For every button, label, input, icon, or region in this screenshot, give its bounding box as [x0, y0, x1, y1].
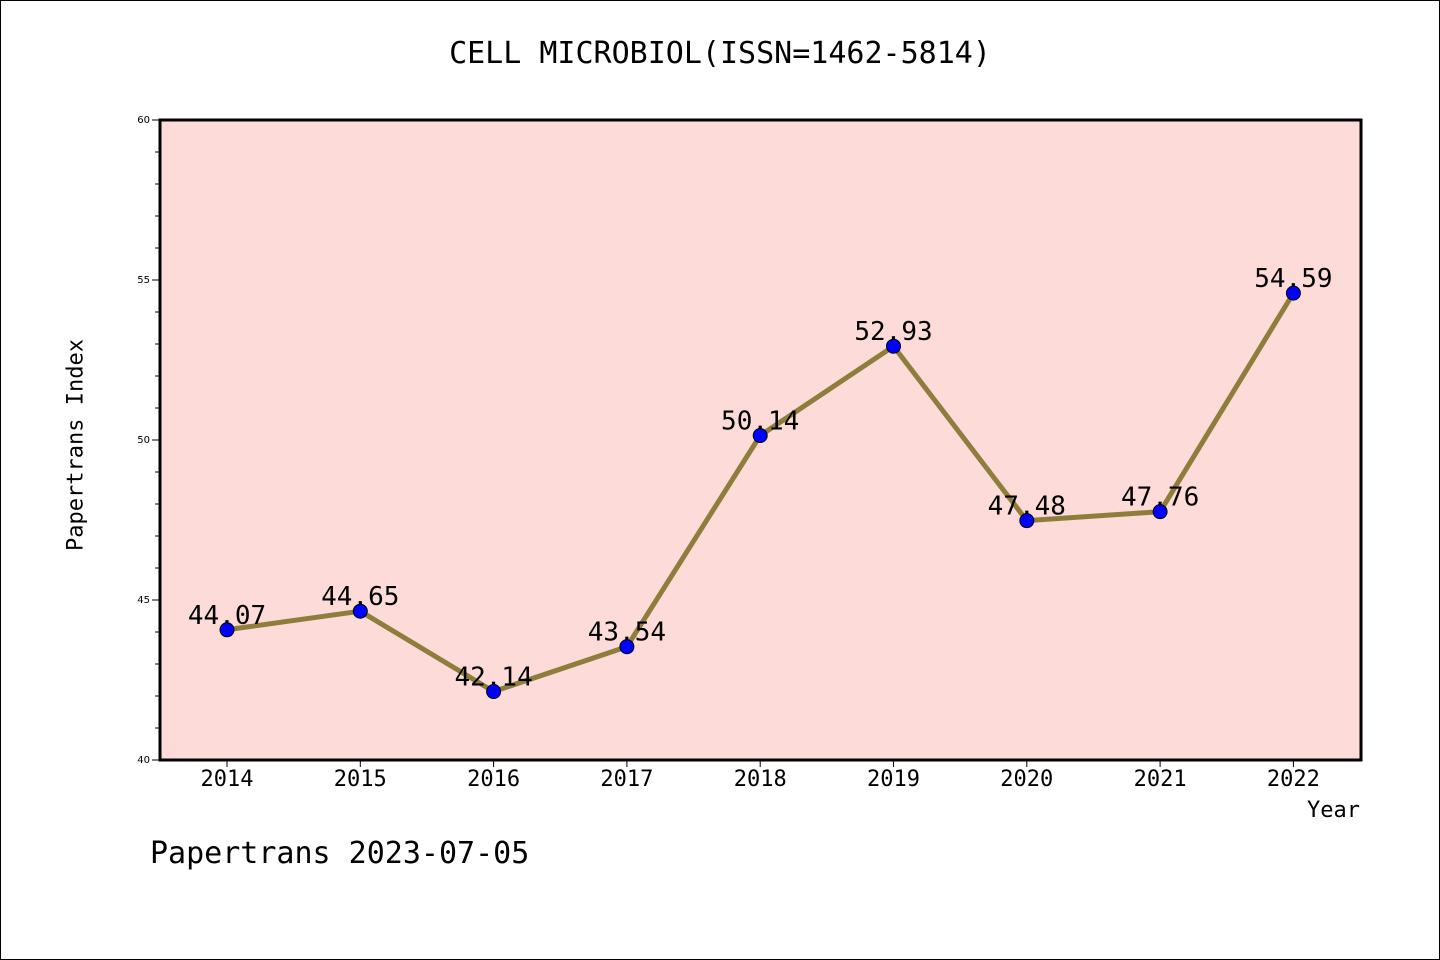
x-tick-label: 2014	[201, 767, 254, 792]
y-tick-label: 40	[137, 755, 150, 766]
footer-date-label: Papertrans 2023-07-05	[150, 836, 530, 871]
x-tick-label: 2017	[600, 767, 653, 792]
data-point	[1152, 504, 1168, 520]
y-tick-label: 45	[137, 595, 150, 606]
x-tick-label: 2019	[867, 767, 920, 792]
y-tick-label: 55	[137, 275, 150, 286]
x-tick-label: 2015	[334, 767, 387, 792]
x-tick-label: 2021	[1134, 767, 1187, 792]
x-axis-ticks: 2014 2015 2016 2017 2018 2019 2020 2021 2022	[201, 760, 1320, 792]
data-point	[219, 622, 235, 638]
data-point	[486, 684, 502, 700]
y-axis-ticks: 40 45 50 55 60	[137, 115, 160, 766]
data-markers	[219, 285, 1301, 700]
plot-border	[158, 118, 1363, 762]
data-point	[886, 338, 901, 354]
data-point	[619, 639, 635, 655]
x-tick-label: 2016	[467, 767, 520, 792]
x-tick-label: 2022	[1267, 767, 1320, 792]
chart-title: CELL MICROBIOL(ISSN=1462-5814)	[449, 36, 991, 71]
y-tick-label: 50	[137, 435, 150, 446]
data-point	[1019, 513, 1035, 529]
data-point	[1285, 285, 1301, 301]
data-point	[752, 428, 768, 444]
x-axis-label: Year	[1307, 798, 1360, 823]
x-tick-label: 2018	[734, 767, 787, 792]
data-point	[352, 603, 368, 619]
x-tick-label: 2020	[1000, 767, 1053, 792]
y-tick-label: 60	[137, 115, 150, 126]
